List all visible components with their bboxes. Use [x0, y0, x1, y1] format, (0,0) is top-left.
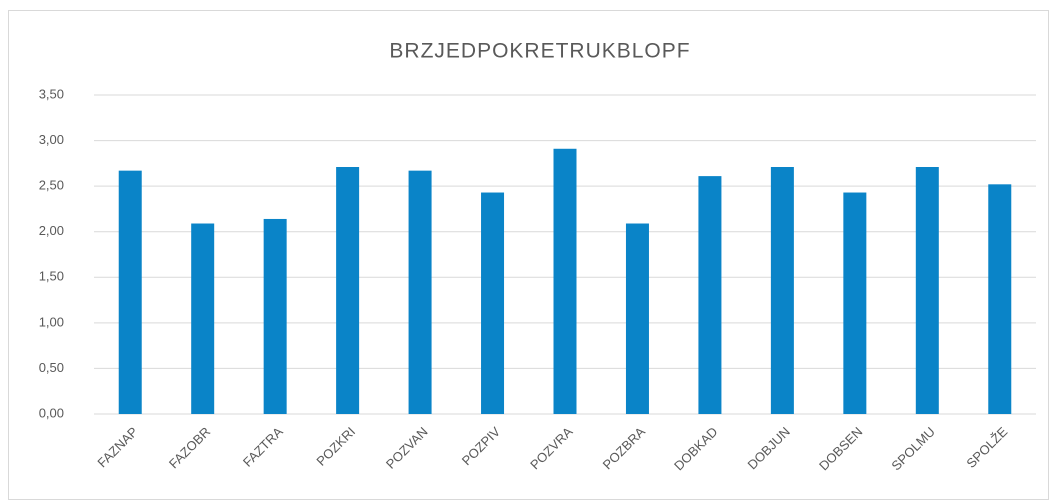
y-tick-label: 2,50 — [39, 178, 64, 193]
bar — [988, 184, 1012, 414]
bar — [191, 223, 215, 414]
chart-title: BRZJEDPOKRETRUKBLOPF — [389, 40, 690, 63]
bar — [915, 167, 939, 414]
y-tick-label: 0,50 — [39, 360, 64, 375]
bar — [118, 170, 142, 414]
y-tick-label: 1,50 — [39, 269, 64, 284]
bar — [770, 167, 794, 414]
y-tick-label: 0,00 — [39, 405, 64, 420]
chart-border — [8, 10, 1049, 500]
bar — [481, 192, 505, 414]
y-tick-label: 1,00 — [39, 314, 64, 329]
y-tick-label: 2,00 — [39, 223, 64, 238]
bar — [553, 148, 577, 414]
bar — [263, 218, 287, 414]
bar — [336, 167, 360, 414]
y-tick-label: 3,00 — [39, 132, 64, 147]
bar — [408, 170, 432, 414]
bar — [625, 223, 649, 414]
y-tick-label: 3,50 — [39, 86, 64, 101]
bar — [843, 192, 867, 414]
bar — [698, 176, 722, 414]
